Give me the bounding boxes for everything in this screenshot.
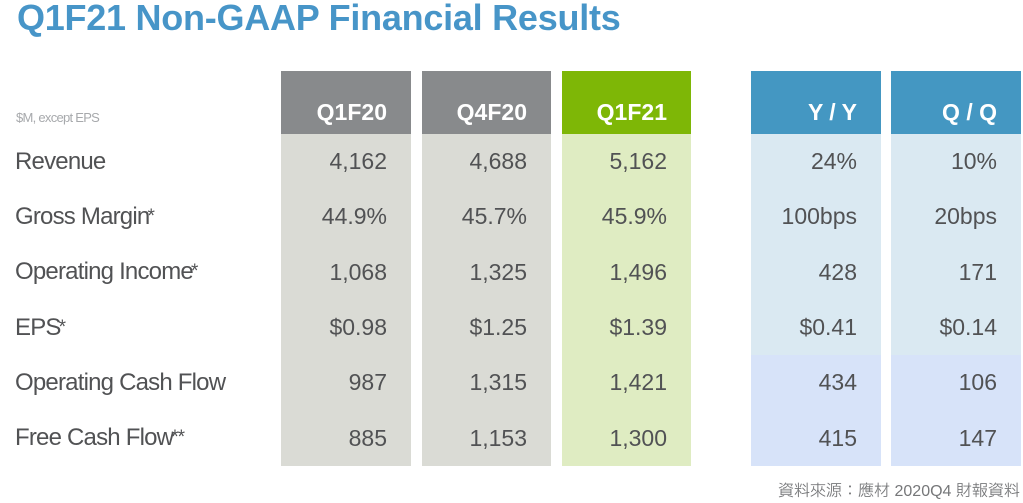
svg-text:2020Q4: 2020Q4 (895, 483, 952, 500)
